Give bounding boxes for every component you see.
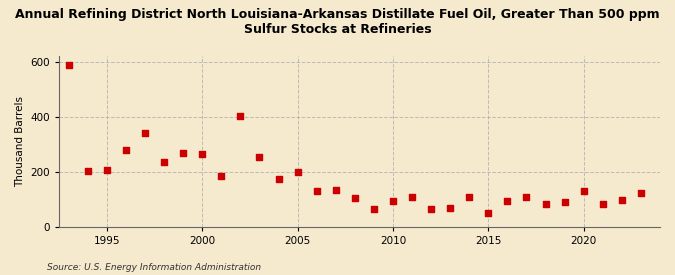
Point: [254, 155, 265, 159]
Point: [311, 189, 322, 194]
Point: [121, 148, 132, 152]
Point: [63, 62, 74, 67]
Point: [540, 202, 551, 206]
Point: [140, 131, 151, 136]
Point: [178, 151, 188, 155]
Point: [82, 169, 93, 173]
Point: [464, 195, 475, 199]
Point: [426, 207, 437, 211]
Text: Source: U.S. Energy Information Administration: Source: U.S. Energy Information Administ…: [47, 263, 261, 272]
Point: [101, 168, 112, 172]
Text: Annual Refining District North Louisiana-Arkansas Distillate Fuel Oil, Greater T: Annual Refining District North Louisiana…: [15, 8, 659, 36]
Point: [235, 113, 246, 118]
Point: [406, 195, 417, 199]
Point: [330, 188, 341, 192]
Point: [369, 207, 379, 211]
Point: [483, 211, 493, 216]
Point: [445, 206, 456, 210]
Point: [216, 174, 227, 178]
Point: [521, 195, 532, 199]
Point: [273, 177, 284, 181]
Y-axis label: Thousand Barrels: Thousand Barrels: [15, 96, 25, 187]
Point: [597, 202, 608, 206]
Point: [292, 170, 303, 174]
Point: [350, 196, 360, 200]
Point: [502, 199, 513, 203]
Point: [159, 160, 169, 165]
Point: [559, 200, 570, 205]
Point: [197, 152, 208, 156]
Point: [578, 189, 589, 194]
Point: [616, 197, 627, 202]
Point: [387, 199, 398, 203]
Point: [636, 191, 647, 195]
